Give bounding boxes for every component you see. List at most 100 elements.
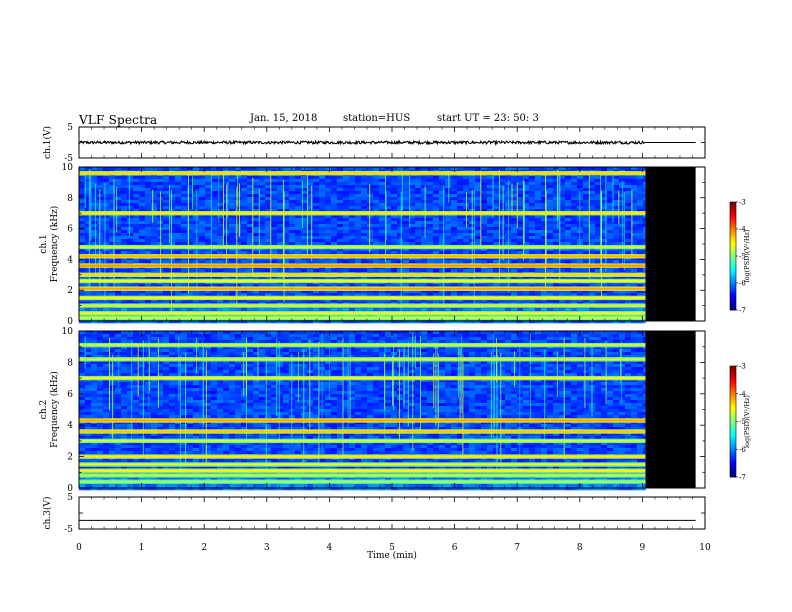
spec-cell [511, 218, 518, 222]
spec-cell [397, 293, 404, 297]
spec-cell [601, 314, 608, 318]
spec-cell [583, 188, 590, 192]
spec-cell [595, 182, 602, 186]
spec-cell [421, 320, 428, 324]
spec-cell [523, 206, 530, 210]
spec-cell [421, 179, 428, 183]
spec-cell [325, 260, 332, 264]
spec-cell [79, 218, 86, 222]
spec-cell [409, 179, 416, 183]
spec-cell [247, 308, 254, 312]
spec-cell [199, 188, 206, 192]
spec-cell [133, 248, 140, 252]
spec-cell [133, 182, 140, 186]
spec-cell [349, 290, 356, 294]
spec-cell [613, 206, 620, 210]
spec-cell [583, 308, 590, 312]
spec-cell [535, 221, 542, 225]
spec-cell [103, 188, 110, 192]
spec-cell [259, 233, 266, 237]
spec-cell [607, 308, 614, 312]
spec-cell [619, 293, 626, 297]
spec-cell [319, 290, 326, 294]
spec-cell [589, 215, 596, 219]
spec-cell [373, 176, 380, 180]
spec-cell [391, 194, 398, 198]
spec-cell [109, 194, 116, 198]
spec-cell [463, 179, 470, 183]
spec-cell [139, 308, 146, 312]
spec-cell [439, 293, 446, 297]
spec-cell [163, 239, 170, 243]
spec-cell [91, 251, 98, 255]
spec-cell [241, 191, 248, 195]
spec-cell [391, 290, 398, 294]
spec-cell [223, 236, 230, 240]
spec-cell [559, 248, 566, 252]
spec-cell [523, 236, 530, 240]
spec-cell [169, 227, 176, 231]
spec-cell [157, 308, 164, 312]
spec-cell [601, 215, 608, 219]
spec-cell [337, 320, 344, 324]
spec-cell [355, 194, 362, 198]
spec-cell [589, 203, 596, 207]
spec-cell [427, 206, 434, 210]
spec-cell [409, 227, 416, 231]
spec-cell [619, 260, 626, 264]
spec-cell [595, 188, 602, 192]
spec-cell [343, 209, 350, 213]
spec-cell [313, 203, 320, 207]
spec-cell [223, 182, 230, 186]
spec-cell [343, 239, 350, 243]
spec-cell [631, 293, 638, 297]
spec-cell [409, 203, 416, 207]
spec-cell [79, 209, 86, 213]
spec-cell [301, 179, 308, 183]
spec-cell [253, 239, 260, 243]
spec-cell [451, 227, 458, 231]
spec-cell [433, 290, 440, 294]
spec-cell [433, 206, 440, 210]
spec-cell [139, 290, 146, 294]
spec-cell [571, 299, 578, 303]
spec-cell [631, 176, 638, 180]
spec-cell [283, 191, 290, 195]
spec-cell [157, 299, 164, 303]
spec-cell [397, 233, 404, 237]
spec-cell [457, 194, 464, 198]
spec-cell [133, 215, 140, 219]
spec-cell [193, 176, 200, 180]
spec-cell [193, 182, 200, 186]
spec-cell [337, 215, 344, 219]
spec-cell [475, 191, 482, 195]
spec-cell [379, 227, 386, 231]
spec-cell [607, 284, 614, 288]
spec-cell [409, 218, 416, 222]
spec-cell [181, 182, 188, 186]
spec-cell [589, 194, 596, 198]
spec-cell [427, 200, 434, 204]
spec-cell [547, 179, 554, 183]
spec-cell [211, 230, 218, 234]
spec-cell [289, 197, 296, 201]
spec-cell [241, 299, 248, 303]
spec-cell [541, 227, 548, 231]
spec-cell [217, 293, 224, 297]
spec-cell [601, 248, 608, 252]
spec-cell [163, 269, 170, 273]
spec-cell [517, 260, 524, 264]
spec-cell [637, 215, 644, 219]
spec-cell [271, 269, 278, 273]
spec-cell [349, 236, 356, 240]
spec-cell [343, 308, 350, 312]
spec-cell [613, 182, 620, 186]
spec-cell [355, 179, 362, 183]
spec-cell [175, 197, 182, 201]
spec-cell [253, 206, 260, 210]
spec-cell [175, 224, 182, 228]
spec-cell [79, 206, 86, 210]
spec-cell [265, 200, 272, 204]
spec-cell [337, 188, 344, 192]
spec-cell [163, 188, 170, 192]
